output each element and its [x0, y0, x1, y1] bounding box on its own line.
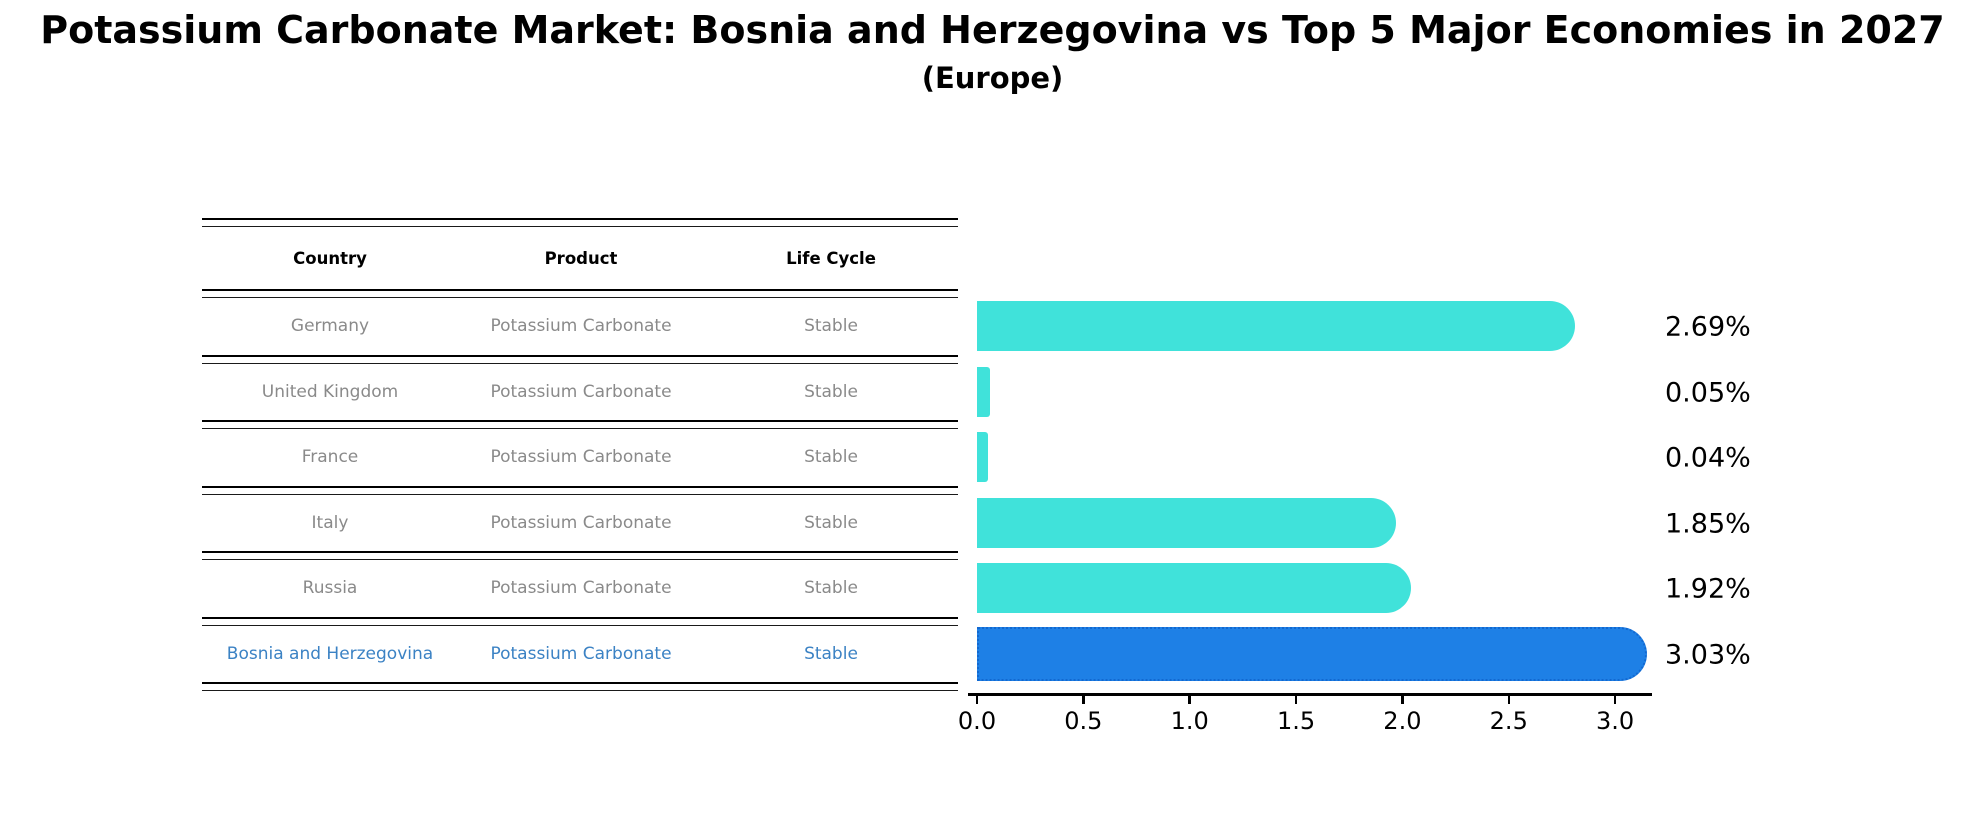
- row-separator: [202, 289, 958, 298]
- x-axis-tick-label: 2.5: [1489, 707, 1528, 735]
- value-label: 1.85%: [1665, 508, 1751, 540]
- table-row: Germany Potassium Carbonate Stable: [202, 298, 958, 355]
- cell-country: United Kingdom: [261, 381, 399, 402]
- cell-life_cycle: Stable: [804, 381, 858, 402]
- bar-france: [977, 432, 988, 483]
- header-cell-lifecycle: Life Cycle: [786, 248, 876, 268]
- x-axis-line: [968, 693, 1652, 696]
- cell-country: Russia: [302, 578, 358, 599]
- chart-title: Potassium Carbonate Market: Bosnia and H…: [40, 8, 1945, 52]
- cell-life_cycle: Stable: [804, 447, 858, 468]
- table-row: Italy Potassium Carbonate Stable: [202, 495, 958, 552]
- x-axis-tick: [1082, 695, 1085, 704]
- cell-life_cycle: Stable: [804, 578, 858, 599]
- cell-product: Potassium Carbonate: [490, 512, 672, 533]
- x-axis-tick-label: 0.0: [957, 707, 997, 735]
- table-row: Bosnia and Herzegovina Potassium Carbonat…: [202, 626, 958, 683]
- x-axis-tick: [1613, 695, 1617, 704]
- table-row: United Kingdom Potassium Carbonate Stable: [202, 364, 958, 421]
- x-axis-tick: [1188, 695, 1191, 704]
- x-axis-tick: [1401, 695, 1404, 704]
- chart-subtitle: (Europe): [921, 61, 1064, 95]
- row-separator: [202, 616, 958, 626]
- table-top-rule: [202, 218, 958, 227]
- table-row: Russia Potassium Carbonate Stable: [202, 560, 958, 617]
- cell-life_cycle: Stable: [804, 316, 858, 337]
- x-axis-tick: [1507, 695, 1510, 704]
- x-axis-tick-label: 1.0: [1170, 707, 1209, 735]
- value-label: 2.69%: [1665, 311, 1751, 343]
- bar-germany: [977, 301, 1576, 352]
- bar-bosnia-and-herzegovina: [977, 626, 1648, 681]
- cell-country: Germany: [290, 316, 370, 337]
- bar-italy: [977, 497, 1397, 548]
- bar-united-kingdom: [977, 366, 990, 417]
- cell-product: Potassium Carbonate: [490, 578, 672, 599]
- header-cell-product: Product: [544, 248, 618, 268]
- cell-life_cycle: Stable: [804, 512, 858, 533]
- cell-product: Potassium Carbonate: [490, 381, 672, 402]
- header-cell-country: Country: [293, 248, 367, 268]
- x-axis-tick-label: 3.0: [1596, 707, 1635, 735]
- table-header-row: Country Product Life Cycle: [202, 227, 958, 289]
- value-label: 1.92%: [1665, 573, 1751, 605]
- value-label: 0.04%: [1665, 442, 1751, 474]
- x-axis-tick-label: 2.0: [1383, 707, 1422, 735]
- table-row: France Potassium Carbonate Stable: [202, 429, 958, 486]
- row-separator: [202, 551, 958, 560]
- value-label: 3.03%: [1665, 639, 1751, 671]
- row-separator: [202, 485, 958, 495]
- value-label: 0.05%: [1665, 377, 1751, 409]
- table-bottom-rule: [202, 682, 958, 691]
- cell-life_cycle: Stable: [804, 643, 858, 664]
- cell-product: Potassium Carbonate: [490, 316, 672, 337]
- row-separator: [202, 420, 958, 429]
- x-axis-tick: [975, 695, 979, 704]
- bar-russia: [977, 563, 1412, 614]
- cell-country: France: [301, 447, 359, 468]
- cell-country: Bosnia and Herzegovina: [226, 643, 434, 664]
- x-axis-tick-label: 1.5: [1276, 707, 1316, 735]
- cell-product: Potassium Carbonate: [490, 643, 672, 664]
- comparison-table: Country Product Life Cycle Germany Potass…: [202, 218, 958, 691]
- x-axis-tick-label: 0.5: [1064, 707, 1103, 735]
- cell-product: Potassium Carbonate: [490, 447, 672, 468]
- x-axis-tick: [1294, 695, 1298, 704]
- row-separator: [202, 354, 958, 364]
- cell-country: Italy: [311, 512, 349, 533]
